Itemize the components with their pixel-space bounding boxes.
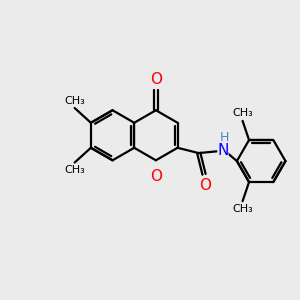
Text: O: O [200, 178, 211, 193]
Text: H: H [220, 131, 229, 144]
Text: CH₃: CH₃ [232, 204, 253, 214]
Text: O: O [150, 72, 162, 87]
Text: CH₃: CH₃ [64, 165, 85, 175]
Text: CH₃: CH₃ [232, 108, 253, 118]
Text: O: O [150, 169, 162, 184]
Text: CH₃: CH₃ [64, 96, 85, 106]
Text: N: N [217, 143, 229, 158]
